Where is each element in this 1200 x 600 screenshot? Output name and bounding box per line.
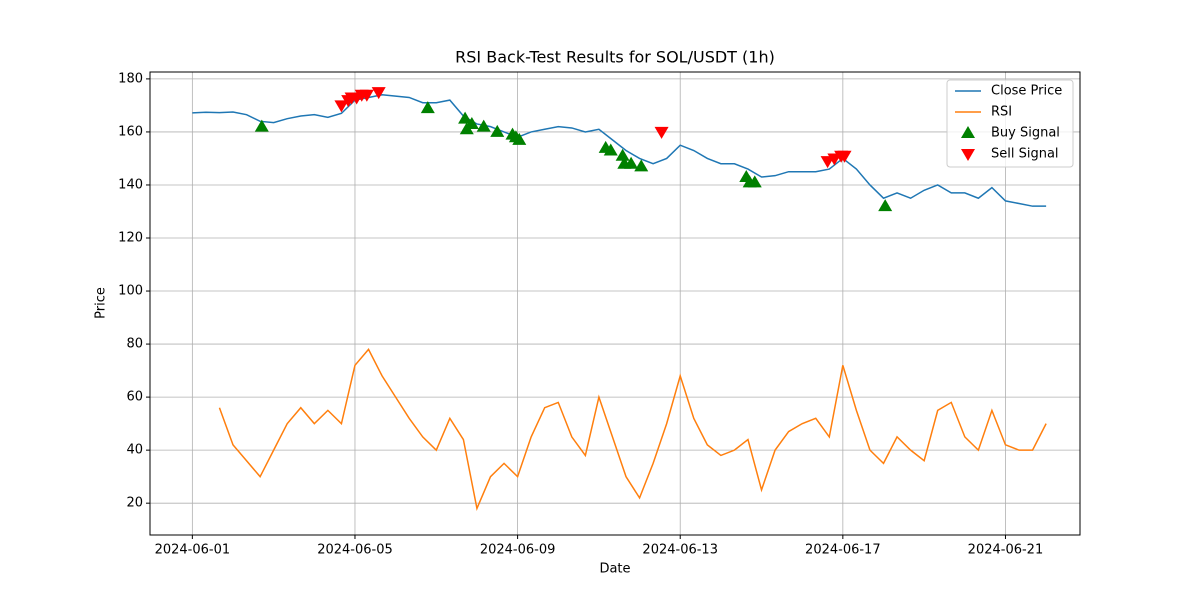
signal-marker: [878, 199, 893, 212]
y-tick-label: 120: [118, 231, 143, 246]
signal-marker: [420, 101, 435, 114]
legend-label: Close Price: [991, 84, 1062, 99]
signal-marker: [464, 116, 479, 129]
signal-marker: [615, 148, 630, 161]
legend-label: Sell Signal: [991, 147, 1059, 162]
y-axis-label: Price: [94, 287, 109, 319]
signal-marker: [512, 132, 527, 145]
line-series: [218, 348, 1047, 512]
signal-marker: [359, 89, 374, 102]
legend-label: RSI: [991, 105, 1012, 120]
signal-marker: [458, 111, 473, 124]
signal-marker: [634, 159, 649, 172]
signal-marker: [603, 143, 618, 156]
x-tick-label: 2024-06-09: [480, 543, 556, 558]
y-tick-label: 20: [126, 496, 143, 511]
y-tick-label: 40: [126, 443, 143, 458]
signal-marker: [371, 87, 386, 100]
legend-box: [946, 79, 1074, 168]
y-tick-label: 60: [126, 390, 143, 405]
x-tick-label: 2024-06-01: [155, 543, 231, 558]
x-tick-label: 2024-06-17: [805, 543, 881, 558]
signal-marker: [624, 156, 639, 169]
y-tick-label: 100: [118, 284, 143, 299]
y-tick-label: 180: [118, 71, 143, 86]
signal-marker: [254, 119, 269, 132]
signal-marker: [747, 175, 762, 188]
x-tick-label: 2024-06-05: [317, 543, 393, 558]
signal-marker: [837, 150, 852, 163]
x-tick-label: 2024-06-13: [642, 543, 718, 558]
signal-marker: [476, 119, 491, 132]
line-series: [192, 94, 1047, 207]
x-tick-label: 2024-06-21: [968, 543, 1044, 558]
signal-marker: [654, 126, 669, 139]
plot-frame: [149, 71, 1081, 536]
y-tick-label: 140: [118, 177, 143, 192]
chart-title: RSI Back-Test Results for SOL/USDT (1h): [455, 48, 775, 67]
y-tick-label: 160: [118, 124, 143, 139]
legend-swatch: [961, 126, 975, 138]
legend-label: Buy Signal: [991, 126, 1060, 141]
signal-marker: [490, 124, 505, 137]
signal-marker: [334, 100, 349, 113]
x-axis-label: Date: [599, 562, 630, 577]
legend-swatch: [961, 149, 975, 161]
y-tick-label: 80: [126, 337, 143, 352]
